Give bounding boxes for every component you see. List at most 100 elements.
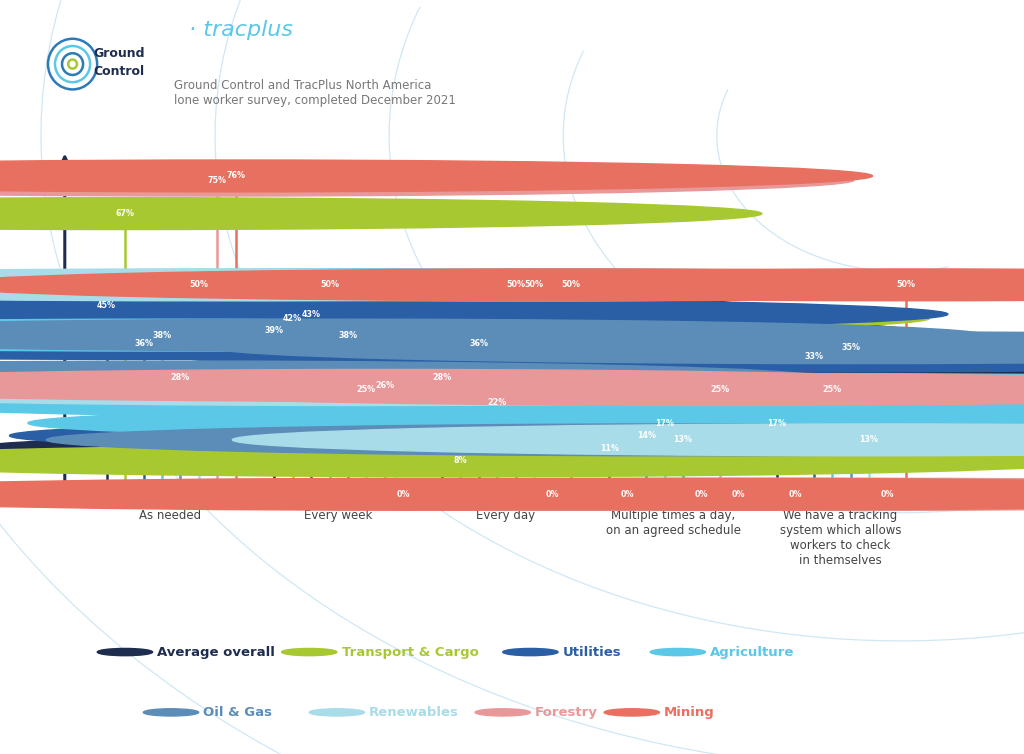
Circle shape bbox=[0, 478, 1024, 510]
Text: 43%: 43% bbox=[302, 310, 321, 319]
Circle shape bbox=[269, 269, 1024, 301]
Circle shape bbox=[0, 198, 762, 229]
Text: 50%: 50% bbox=[189, 280, 208, 290]
Text: Control: Control bbox=[93, 65, 144, 78]
Text: Mining: Mining bbox=[665, 706, 715, 719]
Circle shape bbox=[0, 327, 780, 360]
Circle shape bbox=[251, 478, 1024, 510]
Text: Ground Control and TracPlus North America: Ground Control and TracPlus North Americ… bbox=[174, 79, 431, 92]
Circle shape bbox=[650, 648, 706, 656]
Text: 76%: 76% bbox=[226, 171, 245, 180]
Circle shape bbox=[0, 269, 967, 301]
Text: 17%: 17% bbox=[655, 418, 674, 428]
Text: 75%: 75% bbox=[208, 176, 226, 185]
Text: lone worker survey, completed December 2021: lone worker survey, completed December 2… bbox=[174, 94, 456, 107]
Text: 0%: 0% bbox=[788, 490, 802, 499]
Circle shape bbox=[0, 299, 948, 330]
Text: 0%: 0% bbox=[621, 490, 635, 499]
Circle shape bbox=[0, 315, 911, 347]
Circle shape bbox=[0, 445, 1024, 477]
Text: Renewables: Renewables bbox=[369, 706, 459, 719]
Text: 50%: 50% bbox=[321, 280, 339, 290]
Text: 39%: 39% bbox=[265, 326, 284, 336]
Circle shape bbox=[65, 478, 1024, 510]
Text: 36%: 36% bbox=[134, 339, 153, 348]
Circle shape bbox=[0, 361, 1024, 393]
Circle shape bbox=[97, 648, 153, 656]
Circle shape bbox=[475, 709, 530, 716]
Text: · tracplus: · tracplus bbox=[189, 20, 294, 40]
Circle shape bbox=[232, 424, 1024, 455]
Circle shape bbox=[0, 327, 1024, 360]
Circle shape bbox=[604, 709, 659, 716]
Circle shape bbox=[0, 361, 817, 393]
Text: Forestry: Forestry bbox=[536, 706, 598, 719]
Text: 35%: 35% bbox=[841, 343, 860, 352]
Text: 13%: 13% bbox=[674, 435, 692, 444]
Circle shape bbox=[0, 269, 1024, 301]
Circle shape bbox=[0, 269, 1024, 301]
Circle shape bbox=[214, 332, 1024, 363]
Text: Multiple times a day,
on an agreed schedule: Multiple times a day, on an agreed sched… bbox=[605, 509, 740, 537]
Circle shape bbox=[309, 709, 365, 716]
Text: 50%: 50% bbox=[506, 280, 525, 290]
Text: Transport & Cargo: Transport & Cargo bbox=[342, 645, 478, 658]
Circle shape bbox=[159, 478, 1024, 510]
Text: 0%: 0% bbox=[881, 490, 894, 499]
Circle shape bbox=[0, 319, 799, 351]
Text: 50%: 50% bbox=[561, 280, 581, 290]
Circle shape bbox=[0, 160, 872, 192]
Text: Every day: Every day bbox=[476, 509, 536, 522]
Text: 13%: 13% bbox=[859, 435, 879, 444]
Text: 26%: 26% bbox=[375, 381, 394, 390]
Text: 0%: 0% bbox=[396, 490, 410, 499]
Text: We have a tracking
system which allows
workers to check
in themselves: We have a tracking system which allows w… bbox=[780, 509, 901, 567]
Circle shape bbox=[0, 302, 930, 334]
Text: 25%: 25% bbox=[356, 385, 376, 394]
Text: Utilities: Utilities bbox=[563, 645, 622, 658]
Text: 45%: 45% bbox=[97, 302, 116, 311]
Circle shape bbox=[0, 386, 1024, 418]
Text: 8%: 8% bbox=[454, 456, 467, 465]
Text: 42%: 42% bbox=[283, 314, 302, 323]
Text: 25%: 25% bbox=[822, 385, 842, 394]
Circle shape bbox=[0, 374, 1004, 406]
Text: Agriculture: Agriculture bbox=[711, 645, 795, 658]
Circle shape bbox=[0, 319, 985, 351]
Circle shape bbox=[9, 420, 1024, 452]
Circle shape bbox=[0, 369, 1022, 401]
Text: 0%: 0% bbox=[731, 490, 745, 499]
Circle shape bbox=[101, 478, 1024, 510]
Circle shape bbox=[503, 648, 558, 656]
Circle shape bbox=[0, 478, 1024, 510]
Circle shape bbox=[83, 374, 1024, 406]
Circle shape bbox=[0, 478, 1024, 510]
Circle shape bbox=[282, 648, 337, 656]
Text: 38%: 38% bbox=[153, 330, 172, 339]
Text: 25%: 25% bbox=[711, 385, 729, 394]
Text: Every week: Every week bbox=[304, 509, 372, 522]
Text: Average overall: Average overall bbox=[158, 645, 275, 658]
Circle shape bbox=[140, 407, 1024, 439]
Text: 22%: 22% bbox=[487, 397, 507, 406]
Text: 0%: 0% bbox=[546, 490, 559, 499]
Circle shape bbox=[177, 340, 1024, 372]
Circle shape bbox=[46, 424, 1024, 455]
Circle shape bbox=[0, 269, 836, 301]
Circle shape bbox=[196, 374, 1024, 406]
Text: 28%: 28% bbox=[432, 372, 452, 382]
Text: As needed: As needed bbox=[139, 509, 202, 522]
Text: 36%: 36% bbox=[469, 339, 488, 348]
Text: 67%: 67% bbox=[116, 209, 134, 218]
Text: 33%: 33% bbox=[804, 351, 823, 360]
Text: 14%: 14% bbox=[637, 431, 655, 440]
Text: 38%: 38% bbox=[338, 330, 357, 339]
Circle shape bbox=[0, 269, 1024, 301]
Text: 28%: 28% bbox=[171, 372, 190, 382]
Text: 50%: 50% bbox=[524, 280, 544, 290]
Circle shape bbox=[143, 709, 199, 716]
Text: 50%: 50% bbox=[896, 280, 915, 290]
Text: Ground: Ground bbox=[93, 47, 145, 60]
Text: 11%: 11% bbox=[600, 443, 618, 452]
Circle shape bbox=[28, 407, 1024, 439]
